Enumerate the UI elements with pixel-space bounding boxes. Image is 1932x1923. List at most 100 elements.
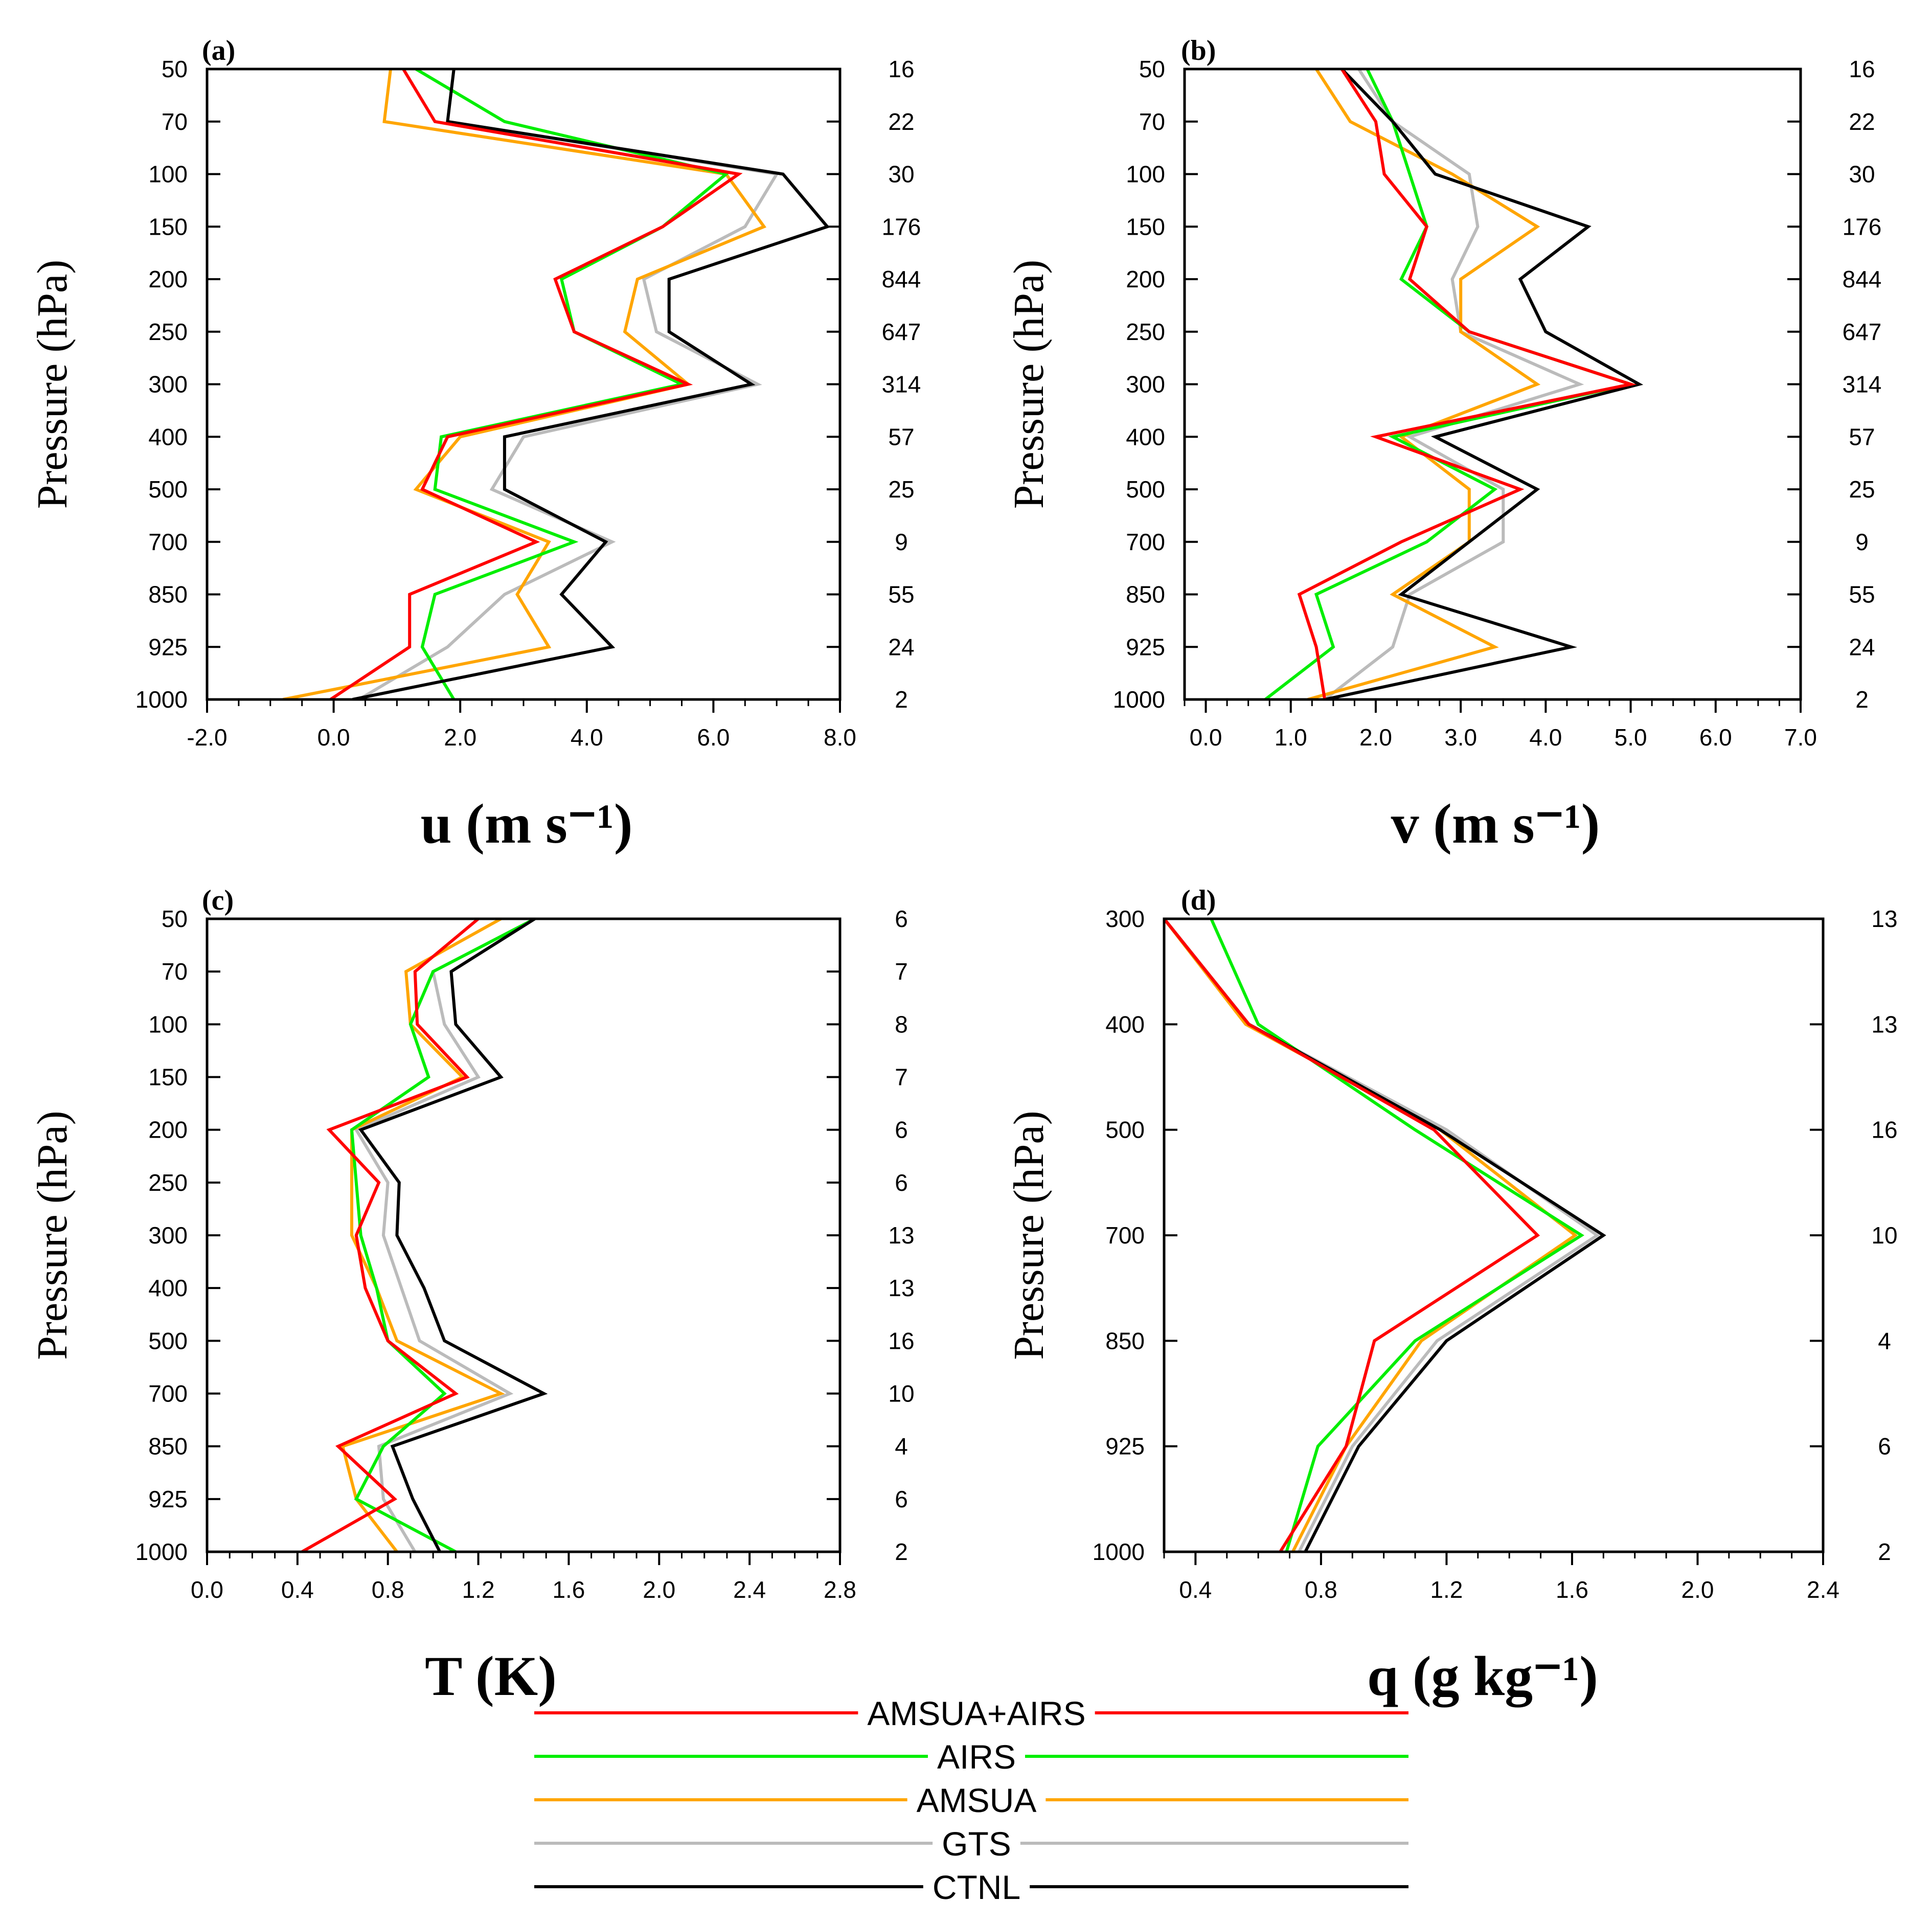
x-axis-title: q (g kg⁻¹) xyxy=(1367,1645,1598,1707)
y-tick-label: 300 xyxy=(1126,371,1165,398)
y-tick-label: 200 xyxy=(148,1117,188,1143)
y-tick-label: 70 xyxy=(162,958,188,985)
count-label: 6 xyxy=(1878,1433,1891,1460)
count-label: 13 xyxy=(888,1275,914,1301)
legend-label: GTS xyxy=(942,1825,1011,1863)
panel-label: (b) xyxy=(1181,35,1216,66)
legend-entry-gts: GTS xyxy=(534,1825,1408,1863)
series-line-airs xyxy=(1210,919,1585,1552)
count-label: 9 xyxy=(1855,529,1869,555)
x-tick-label: 1.2 xyxy=(1430,1576,1463,1603)
count-label: 2 xyxy=(895,1539,908,1565)
y-tick-label: 100 xyxy=(148,161,188,188)
count-label: 30 xyxy=(888,161,914,188)
y-tick-label: 400 xyxy=(1105,1011,1145,1037)
series-line-amsua xyxy=(1307,69,1541,699)
count-label: 57 xyxy=(888,423,914,450)
x-tick-label: 0.8 xyxy=(372,1576,404,1603)
y-tick-label: 150 xyxy=(148,213,188,240)
x-tick-label: 0.0 xyxy=(317,724,350,751)
count-label: 6 xyxy=(895,1117,908,1143)
x-axis-title: u (m s⁻¹) xyxy=(421,793,633,855)
x-tick-label: 8.0 xyxy=(824,724,856,751)
count-label: 30 xyxy=(1849,161,1875,188)
series-line-gts xyxy=(354,919,536,1552)
y-tick-label: 700 xyxy=(1126,529,1165,555)
x-tick-label: 4.0 xyxy=(1529,724,1562,751)
x-tick-label: 6.0 xyxy=(1699,724,1732,751)
count-label: 647 xyxy=(1843,319,1882,345)
panel-a: (a) Pressure (hPa) 50 16 70 22 100 30 150 176 200 8… xyxy=(29,35,921,855)
count-label: 7 xyxy=(895,1064,908,1091)
count-label: 176 xyxy=(1843,213,1882,240)
y-tick-label: 925 xyxy=(148,634,188,660)
count-label: 13 xyxy=(888,1222,914,1249)
count-label: 13 xyxy=(1871,906,1897,932)
x-tick-label: 7.0 xyxy=(1784,724,1817,751)
count-label: 16 xyxy=(888,1327,914,1354)
y-tick-label: 850 xyxy=(148,581,188,608)
x-tick-label: 2.8 xyxy=(824,1576,856,1603)
y-axis-title: Pressure (hPa) xyxy=(29,260,76,509)
y-tick-label: 850 xyxy=(1126,581,1165,608)
count-label: 6 xyxy=(895,1486,908,1512)
x-tick-label: 0.4 xyxy=(1179,1576,1212,1603)
count-label: 176 xyxy=(882,213,921,240)
y-tick-label: 500 xyxy=(1126,476,1165,503)
series-line-gts xyxy=(1324,69,1584,699)
y-tick-label: 1000 xyxy=(1113,686,1165,713)
count-label: 8 xyxy=(895,1011,908,1037)
panel-label: (c) xyxy=(202,885,234,916)
legend: AMSUA+AIRS AIRS AMSUA GTS CTNL xyxy=(534,1694,1408,1906)
count-label: 10 xyxy=(888,1381,914,1407)
x-tick-label: 2.0 xyxy=(444,724,476,751)
legend-label: CTNL xyxy=(933,1868,1020,1906)
count-label: 2 xyxy=(1855,686,1869,713)
count-label: 13 xyxy=(1871,1011,1897,1037)
legend-label: AMSUA+AIRS xyxy=(867,1694,1085,1732)
x-axis-title: v (m s⁻¹) xyxy=(1391,793,1600,855)
y-tick-label: 150 xyxy=(148,1064,188,1091)
x-tick-label: 5.0 xyxy=(1615,724,1647,751)
x-tick-label: 3.0 xyxy=(1444,724,1477,751)
count-label: 24 xyxy=(888,634,914,660)
y-tick-label: 50 xyxy=(162,56,188,82)
y-tick-label: 400 xyxy=(148,423,188,450)
x-tick-label: 2.0 xyxy=(643,1576,675,1603)
y-tick-label: 700 xyxy=(148,529,188,555)
count-label: 4 xyxy=(895,1433,908,1460)
y-tick-label: 150 xyxy=(1126,213,1165,240)
legend-entry-ctnl: CTNL xyxy=(534,1868,1408,1906)
series-line-airs xyxy=(350,919,536,1552)
y-tick-label: 200 xyxy=(1126,266,1165,292)
y-tick-label: 1000 xyxy=(1093,1539,1145,1565)
y-axis-title: Pressure (hPa) xyxy=(1005,260,1053,509)
y-axis-title: Pressure (hPa) xyxy=(1005,1111,1053,1360)
count-label: 25 xyxy=(1849,476,1875,503)
y-tick-label: 50 xyxy=(162,906,188,932)
x-tick-label: 2.4 xyxy=(733,1576,766,1603)
count-label: 2 xyxy=(1878,1539,1891,1565)
count-label: 6 xyxy=(895,906,908,932)
x-tick-label: 1.6 xyxy=(1556,1576,1588,1603)
series-line-amsua-airs xyxy=(1164,919,1540,1552)
x-tick-label: -2.0 xyxy=(187,724,227,751)
count-label: 10 xyxy=(1871,1222,1897,1249)
y-tick-label: 700 xyxy=(148,1381,188,1407)
y-tick-label: 850 xyxy=(148,1433,188,1460)
x-tick-label: 4.0 xyxy=(571,724,603,751)
count-label: 844 xyxy=(1843,266,1882,292)
y-tick-label: 300 xyxy=(148,371,188,398)
y-tick-label: 250 xyxy=(1126,319,1165,345)
legend-entry-amsua-airs: AMSUA+AIRS xyxy=(534,1694,1408,1732)
panel-c: (c) Pressure (hPa) 50 6 70 7 100 8 150 7 200 6 250 6 3… xyxy=(29,885,915,1707)
y-tick-label: 1000 xyxy=(135,686,188,713)
y-tick-label: 1000 xyxy=(135,1539,188,1565)
count-label: 4 xyxy=(1878,1327,1891,1354)
count-label: 2 xyxy=(895,686,908,713)
count-label: 314 xyxy=(1843,371,1882,398)
x-axis-title: T (K) xyxy=(425,1645,557,1707)
legend-entry-amsua: AMSUA xyxy=(534,1781,1408,1819)
count-label: 22 xyxy=(1849,108,1875,135)
